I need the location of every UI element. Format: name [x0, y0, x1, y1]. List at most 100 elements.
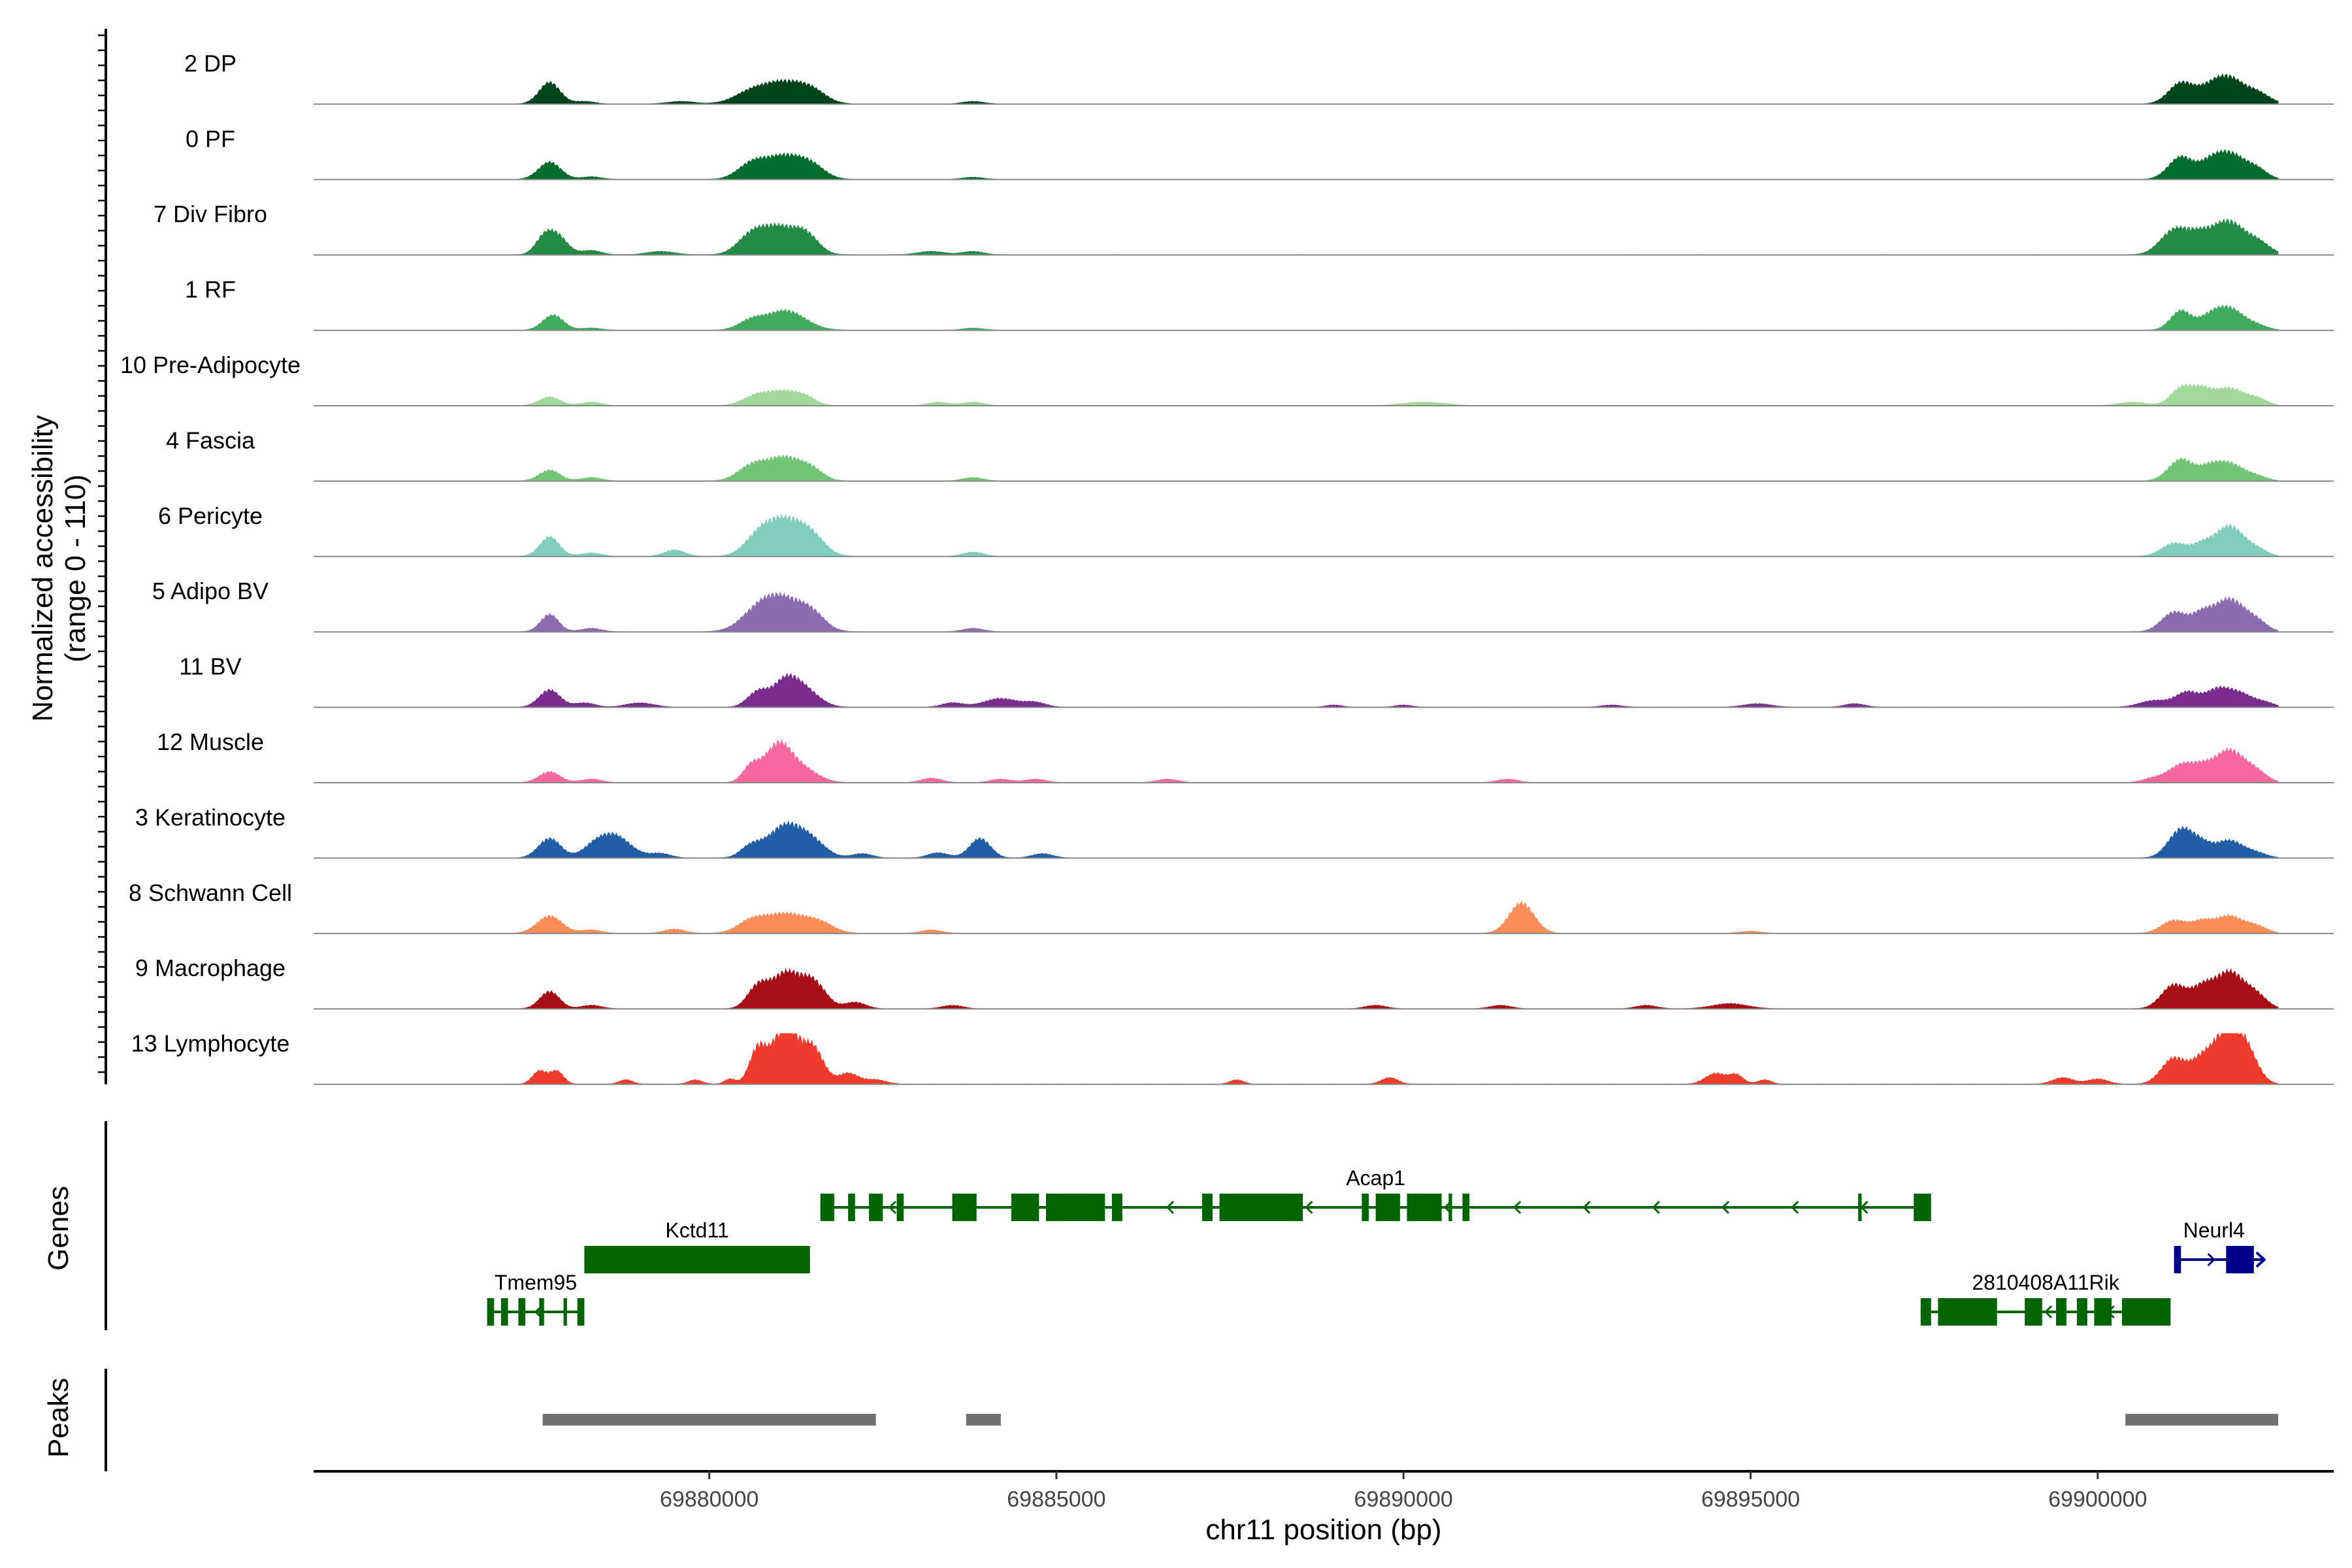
strand-arrow [1305, 1200, 1313, 1215]
gene-exon [584, 1246, 810, 1273]
track-label: 2 DP [184, 50, 237, 76]
y-axis-label-line2: (range 0 - 110) [59, 474, 91, 662]
y-axis-line-tracks [98, 29, 107, 1085]
gene-acap1: Acap1 [820, 1166, 1931, 1221]
gene-tmem95: Tmem95 [487, 1271, 585, 1326]
track-label: 9 Macrophage [135, 955, 286, 981]
gene-label: 2810408A11Rik [1972, 1271, 2119, 1294]
x-tick-label: 69885000 [1007, 1487, 1105, 1512]
gene-exon [952, 1194, 977, 1221]
track-7-div-fibro: 7 Div Fibro [154, 201, 2334, 256]
strand-arrow [2044, 1305, 2053, 1319]
track-0-pf: 0 PF [186, 125, 2334, 180]
coverage-area [494, 218, 2279, 255]
track-label: 12 Muscle [157, 728, 264, 755]
gene-exon [1362, 1194, 1369, 1221]
track-4-fascia: 4 Fascia [166, 427, 2334, 482]
gene-exon [1202, 1194, 1213, 1221]
strand-arrow-end [2253, 1251, 2266, 1268]
coverage-area [494, 513, 2279, 557]
strand-arrow [1166, 1200, 1174, 1215]
gene-exon [1219, 1194, 1303, 1221]
gene-exon [2094, 1298, 2112, 1326]
peak-regions [542, 1414, 2278, 1426]
track-label: 7 Div Fibro [154, 201, 267, 227]
gene-kctd11: Kctd11 [584, 1218, 810, 1273]
gene-exon [896, 1194, 904, 1221]
gene-exon [1920, 1298, 1931, 1326]
strand-arrow [1652, 1200, 1660, 1215]
y-axis-label-line1: Normalized accessibility [27, 415, 59, 721]
coverage-area [494, 968, 2279, 1009]
gene-exon [500, 1298, 508, 1326]
genes-panel-label: Genes [42, 1186, 74, 1271]
gene-exon [1045, 1194, 1105, 1221]
track-2-dp: 2 DP [184, 50, 2334, 105]
gene-exon [2076, 1298, 2087, 1326]
gene-exon [518, 1298, 526, 1326]
gene-2810408a11rik: 2810408A11Rik [1920, 1271, 2171, 1326]
strand-arrow [1791, 1200, 1799, 1215]
gene-exon [1011, 1194, 1039, 1221]
coverage-area [494, 1033, 2279, 1085]
strand-arrow [1513, 1200, 1522, 1215]
gene-exon [487, 1298, 495, 1326]
coverage-area [494, 304, 2279, 331]
track-8-schwann-cell: 8 Schwann Cell [129, 879, 2334, 934]
gene-exon [577, 1298, 585, 1326]
strand-arrow [888, 1200, 896, 1215]
x-axis-label: chr11 position (bp) [1205, 1514, 1441, 1546]
coverage-area [494, 591, 2279, 632]
track-10-pre-adipocyte: 10 Pre-Adipocyte [120, 351, 2334, 406]
y-axis-label: Normalized accessibility (range 0 - 110) [27, 415, 91, 721]
x-axis-ticks: 69880000 69885000 69890000 69895000 69900000 [660, 1471, 2147, 1512]
gene-exon [2121, 1298, 2171, 1326]
track-label: 8 Schwann Cell [129, 879, 292, 906]
gene-exon [2055, 1298, 2066, 1326]
gene-neurl4: Neurl4 [2174, 1218, 2266, 1273]
track-label: 3 Keratinocyte [135, 804, 286, 830]
strand-arrow [2207, 1252, 2215, 1267]
gene-exon [869, 1194, 883, 1221]
track-5-adipo-bv: 5 Adipo BV [152, 578, 2334, 633]
coverage-tracks: 2 DP 0 PF 7 Div Fibro 1 RF 10 Pre-Adipocyte 4… [120, 50, 2334, 1085]
track-label: 6 Pericyte [158, 502, 263, 529]
track-label: 5 Adipo BV [152, 578, 269, 604]
gene-exon [1111, 1194, 1122, 1221]
x-tick-label: 69880000 [660, 1487, 759, 1512]
gene-exon [1375, 1194, 1400, 1221]
gene-exon [848, 1194, 855, 1221]
gene-exon [563, 1298, 567, 1326]
coverage-area [494, 384, 2279, 406]
strand-arrow [1721, 1200, 1730, 1215]
gene-exon [539, 1298, 544, 1326]
gene-exon [1448, 1194, 1452, 1221]
gene-exon [1858, 1194, 1862, 1221]
x-tick-label: 69895000 [1701, 1487, 1800, 1512]
coverage-area [494, 73, 2279, 105]
gene-models: Tmem95 Kctd11 Acap1 2810408A11Rik Neurl4 [487, 1166, 2266, 1326]
coverage-area [494, 820, 2279, 858]
gene-exon [2226, 1246, 2254, 1273]
track-label: 11 BV [179, 653, 241, 680]
track-label: 4 Fascia [166, 427, 255, 453]
gene-label: Tmem95 [495, 1271, 577, 1294]
gene-exon [2174, 1246, 2181, 1273]
track-12-muscle: 12 Muscle [157, 728, 2334, 783]
gene-label: Acap1 [1346, 1166, 1405, 1190]
x-tick-label: 69900000 [2048, 1487, 2147, 1512]
gene-exon [1914, 1194, 1931, 1221]
coverage-area [494, 738, 2279, 783]
track-label: 10 Pre-Adipocyte [120, 351, 301, 378]
gene-exon [820, 1194, 834, 1221]
track-1-rf: 1 RF [185, 276, 2334, 331]
track-9-macrophage: 9 Macrophage [135, 955, 2334, 1010]
gene-exon [2025, 1298, 2042, 1326]
gene-exon [1938, 1298, 1997, 1326]
gene-exon [1407, 1194, 1442, 1221]
coverage-area [494, 900, 2279, 934]
peaks-panel-label: Peaks [42, 1378, 74, 1458]
peak-region [542, 1414, 606, 1426]
gene-exon [1462, 1194, 1470, 1221]
